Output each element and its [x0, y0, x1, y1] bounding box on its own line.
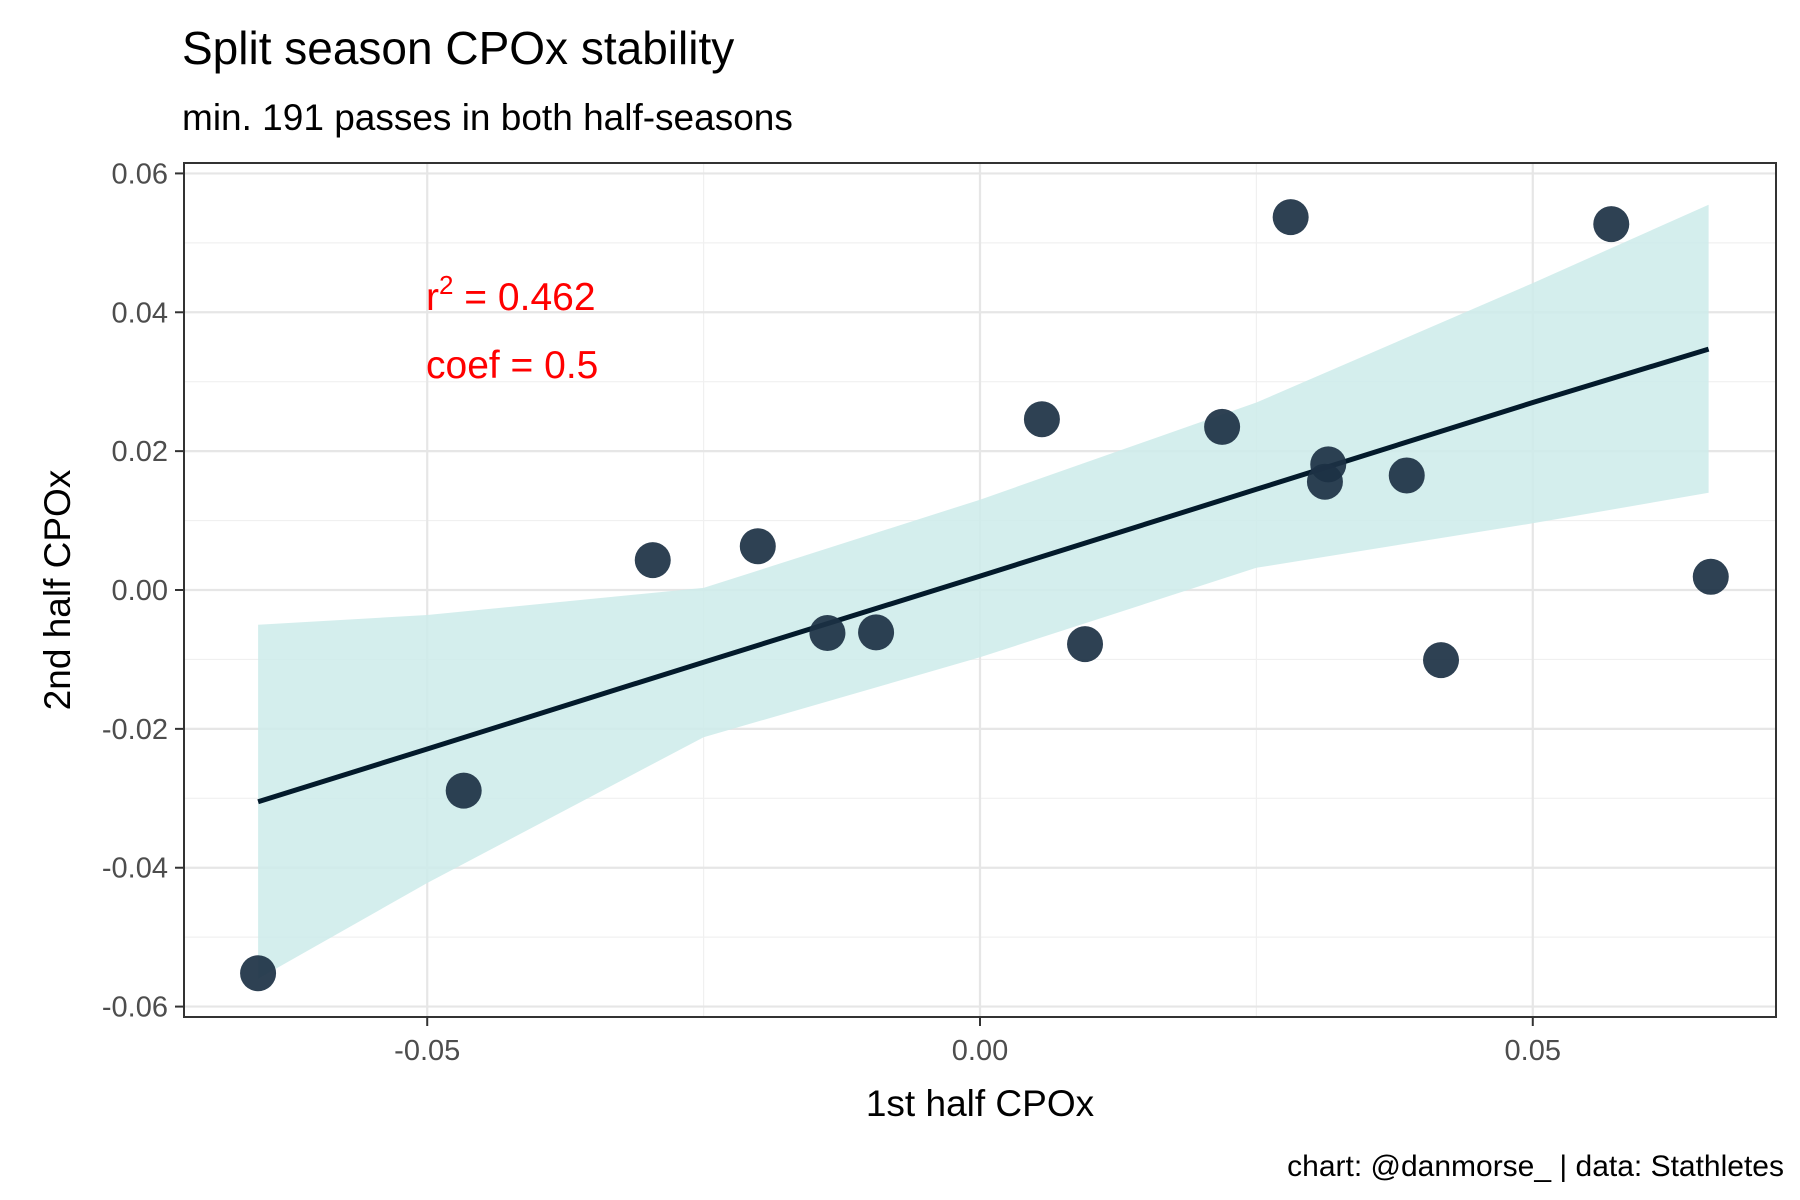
y-tick-label: 0.06 [112, 158, 168, 190]
data-point [445, 772, 482, 809]
y-tick-label: 0.04 [112, 297, 168, 329]
data-point [1272, 199, 1309, 236]
data-point [809, 615, 846, 652]
data-point [1204, 408, 1241, 445]
y-tick-label: -0.04 [102, 853, 168, 885]
data-point [1692, 558, 1729, 595]
y-tick-label: 0.00 [112, 575, 168, 607]
data-point [1423, 642, 1460, 679]
data-point [240, 955, 277, 992]
x-tick-label: 0.05 [1505, 1035, 1561, 1067]
y-tick-label: -0.06 [102, 992, 168, 1024]
data-point [634, 542, 671, 579]
chart-subtitle: min. 191 passes in both half-seasons [182, 97, 793, 138]
confidence-band [258, 204, 1709, 979]
data-point [1310, 446, 1347, 483]
r-squared-annotation: r2 = 0.462 [426, 270, 596, 319]
data-point [739, 528, 776, 565]
regression-line [257, 346, 1710, 805]
y-axis-ticks: -0.06 -0.04 -0.02 0.00 0.02 0.04 0.06 [102, 158, 184, 1024]
x-axis-title: 1st half CPOx [866, 1083, 1095, 1124]
r-squared-superscript: 2 [439, 270, 453, 300]
chart-title: Split season CPOx stability [182, 22, 734, 74]
data-point [858, 614, 895, 651]
data-point [1023, 401, 1060, 438]
x-tick-label: 0.00 [952, 1035, 1008, 1067]
y-axis-title: 2nd half CPOx [37, 469, 78, 710]
data-point [1388, 457, 1425, 494]
x-axis-ticks: -0.05 0.00 0.05 [394, 1017, 1561, 1067]
r-squared-symbol: r [426, 276, 439, 319]
chart-caption: chart: @danmorse_ | data: Stathletes [1287, 1150, 1784, 1183]
plot-panel: r2 = 0.462 coef = 0.5 [183, 162, 1777, 1018]
data-point [1593, 206, 1630, 243]
x-tick-label: -0.05 [394, 1035, 460, 1067]
r-squared-value: = 0.462 [453, 276, 595, 319]
data-point [1067, 626, 1104, 663]
data-points [240, 199, 1729, 992]
coef-annotation: coef = 0.5 [426, 344, 598, 387]
y-tick-label: -0.02 [102, 714, 168, 746]
y-tick-label: 0.02 [112, 436, 168, 468]
